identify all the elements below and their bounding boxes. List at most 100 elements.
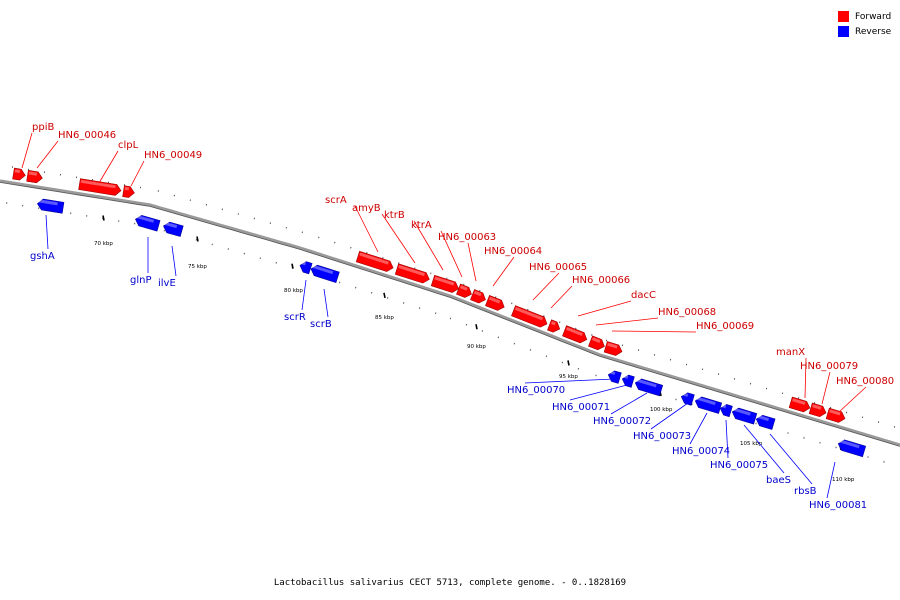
leader-line-baeS bbox=[743, 424, 785, 474]
gene-HN6_00080 bbox=[825, 407, 846, 423]
gene-highlight-HN6_00046 bbox=[28, 171, 38, 176]
major-tick bbox=[475, 324, 478, 330]
gene-highlight-HN6_00068 bbox=[591, 337, 601, 343]
leader-line-HN6_00065 bbox=[532, 272, 560, 301]
backbone-shadow bbox=[0, 182, 900, 447]
gene-arrow-gshA bbox=[36, 198, 65, 214]
gene-highlight-HN6_00079 bbox=[812, 404, 822, 410]
gene-highlight-HN6_00066 bbox=[550, 321, 556, 326]
gene-arrow-ktrB bbox=[430, 274, 459, 293]
gene-label-HN6_00066: HN6_00066 bbox=[572, 275, 630, 286]
gene-rbsB bbox=[755, 414, 776, 430]
gene-HN6_00065 bbox=[511, 305, 548, 328]
gene-HN6_00075 bbox=[719, 404, 733, 418]
gene-highlight-ktrB bbox=[434, 276, 455, 286]
gene-label-glnP: glnP bbox=[130, 275, 152, 286]
gene-clpL bbox=[78, 178, 122, 196]
gene-HN6_00069 bbox=[603, 341, 623, 356]
gene-highlight-HN6_00072 bbox=[636, 378, 657, 388]
major-tick bbox=[383, 292, 386, 299]
gene-label-baeS: baeS bbox=[766, 475, 791, 486]
legend-item-reverse: Reverse bbox=[838, 24, 891, 39]
gene-arrow-HN6_00046 bbox=[26, 170, 43, 184]
gene-label-ktrB: ktrB bbox=[384, 210, 405, 221]
leader-line-HN6_00072 bbox=[610, 392, 648, 415]
gene-highlight-baeS bbox=[733, 407, 751, 416]
gene-HN6_00079 bbox=[808, 402, 827, 418]
gene-label-HN6_00070: HN6_00070 bbox=[507, 385, 565, 396]
gene-scrR bbox=[299, 261, 313, 275]
tick-mark-lower bbox=[481, 330, 484, 332]
genome-caption: Lactobacillus salivarius CECT 5713, comp… bbox=[273, 578, 627, 588]
tick-mark-lower bbox=[545, 355, 548, 358]
leader-line-gshA bbox=[45, 214, 49, 250]
leader-line-HN6_00049 bbox=[130, 160, 145, 187]
major-tick bbox=[567, 360, 570, 366]
gene-HN6_00081 bbox=[837, 439, 867, 458]
gene-label-HN6_00064: HN6_00064 bbox=[484, 246, 542, 257]
gene-amyB bbox=[394, 263, 430, 284]
leader-line-HN6_00066 bbox=[550, 285, 573, 309]
gene-arrow-HN6_00070 bbox=[607, 370, 622, 384]
gene-label-scrB: scrB bbox=[310, 319, 332, 330]
gene-HN6_00074 bbox=[694, 396, 723, 414]
gene-arrow-baeS bbox=[731, 407, 758, 425]
gene-arrow-HN6_00049 bbox=[122, 185, 135, 198]
gene-label-HN6_00080: HN6_00080 bbox=[836, 376, 894, 387]
leader-line-ktrA bbox=[440, 230, 463, 278]
gene-arrow-dacC bbox=[562, 325, 588, 344]
gene-highlight-HN6_00081 bbox=[839, 439, 860, 449]
leader-line-rbsB bbox=[769, 433, 813, 485]
gene-label-dacC: dacC bbox=[631, 290, 656, 301]
gene-arrow-ppiB bbox=[12, 167, 26, 181]
leader-line-HN6_00080 bbox=[838, 386, 867, 413]
forward-swatch bbox=[838, 11, 849, 22]
gene-HN6_00071 bbox=[621, 374, 635, 388]
tick-label-7: 105 kbp bbox=[740, 441, 763, 447]
gene-highlight-amyB bbox=[398, 265, 425, 277]
tick-mark-lower bbox=[529, 349, 532, 351]
gene-highlight-HN6_00073 bbox=[682, 392, 689, 397]
leader-line-HN6_00071 bbox=[569, 384, 628, 401]
gene-highlight-HN6_00065 bbox=[514, 306, 544, 321]
tick-label-4: 90 kbp bbox=[467, 344, 486, 350]
leader-line-HN6_00046 bbox=[36, 140, 59, 169]
gene-label-rbsB: rbsB bbox=[794, 486, 817, 497]
gene-label-HN6_00071: HN6_00071 bbox=[552, 402, 610, 413]
gene-scrB bbox=[310, 264, 340, 283]
gene-ktrA bbox=[456, 283, 472, 298]
gene-highlight-HN6_00069 bbox=[607, 342, 618, 349]
gene-label-ktrA: ktrA bbox=[411, 220, 432, 231]
tick-label-6: 100 kbp bbox=[650, 407, 673, 413]
gene-highlight-ktrA bbox=[459, 285, 468, 291]
leader-line-HN6_00068 bbox=[595, 317, 659, 326]
gene-arrow-HN6_00081 bbox=[837, 439, 867, 458]
leader-line-HN6_00075 bbox=[725, 419, 729, 459]
gene-arrow-HN6_00073 bbox=[680, 392, 695, 406]
gene-label-ilvE: ilvE bbox=[158, 278, 176, 289]
leader-line-HN6_00074 bbox=[689, 412, 708, 445]
gene-label-gshA: gshA bbox=[30, 251, 55, 262]
gene-arrow-HN6_00075 bbox=[719, 404, 733, 418]
leader-line-clpL bbox=[98, 150, 119, 184]
leader-line-ktrB bbox=[413, 220, 444, 271]
gene-arrow-ktrA bbox=[456, 283, 472, 298]
reverse-swatch bbox=[838, 26, 849, 37]
gene-scrA bbox=[355, 250, 394, 272]
legend-label-forward: Forward bbox=[855, 11, 892, 22]
leader-line-HN6_00081 bbox=[826, 461, 836, 499]
gene-label-HN6_00081: HN6_00081 bbox=[809, 500, 867, 511]
gene-highlight-HN6_00071 bbox=[623, 374, 629, 379]
gene-ktrB bbox=[430, 274, 459, 293]
gene-HN6_00070 bbox=[607, 370, 622, 384]
gene-arrow-manX bbox=[788, 396, 811, 413]
gene-arrow-HN6_00079 bbox=[808, 402, 827, 418]
gene-label-HN6_00074: HN6_00074 bbox=[672, 446, 730, 457]
gene-label-HN6_00075: HN6_00075 bbox=[710, 460, 768, 471]
tick-label-3: 85 kbp bbox=[375, 315, 394, 321]
major-tick bbox=[291, 263, 294, 269]
tick-mark-upper bbox=[559, 321, 561, 324]
tick-label-5: 95 kbp bbox=[559, 374, 578, 380]
tick-mark-upper bbox=[591, 333, 593, 336]
